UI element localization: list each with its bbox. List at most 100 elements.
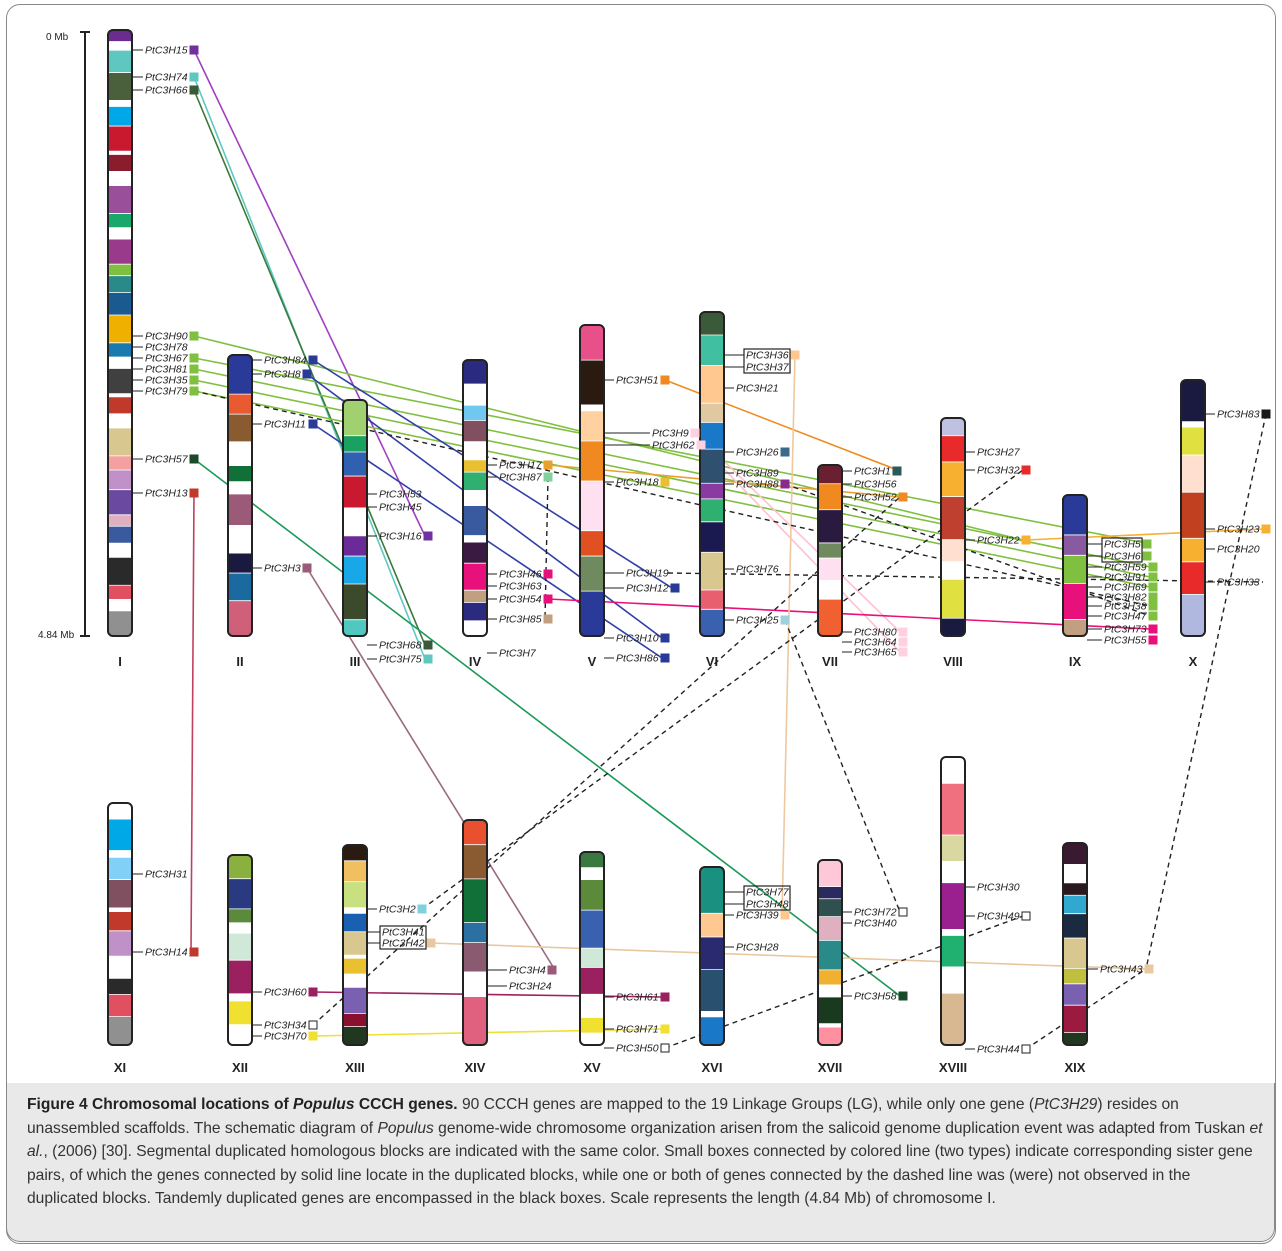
chromosome-outline <box>940 417 966 637</box>
chromosome-band <box>941 435 965 463</box>
chromosome-band <box>463 922 487 943</box>
chromosome-band <box>108 50 132 73</box>
chromosome-band <box>580 879 604 911</box>
gene-marker <box>426 938 436 948</box>
gene-marker <box>696 440 706 450</box>
gene-ptc3h84: PtC3H84 <box>252 355 318 367</box>
gene-marker <box>189 353 199 363</box>
gene-label: PtC3H54 <box>499 594 542 606</box>
gene-label: PtC3H1 <box>854 466 891 478</box>
gene-ptc3h27: PtC3H27 <box>965 447 1021 459</box>
gene-ptc3h4: PtC3H4 <box>487 965 557 977</box>
gene-label: PtC3H17 <box>499 460 543 472</box>
gene-label: PtC3H38 <box>1104 601 1147 613</box>
gene-ptc3h83: PtC3H83 <box>1205 409 1271 421</box>
chromosome-bands <box>228 355 252 636</box>
gene-marker <box>543 460 553 470</box>
gene-ptc3h53: PtC3H53 <box>367 489 422 501</box>
chromosome-band <box>818 509 842 544</box>
gene-ptc3h24: PtC3H24 <box>487 981 552 993</box>
gene-label: PtC3H56 <box>854 479 897 491</box>
gene-label: PtC3H51 <box>616 375 659 387</box>
gene-marker <box>898 991 908 1001</box>
chromosome-band <box>108 557 132 586</box>
gene-label: PtC3H10 <box>616 633 659 645</box>
chromosome-band <box>228 525 252 554</box>
chromosome-band <box>941 418 965 437</box>
gene-marker <box>308 419 318 429</box>
gene-marker <box>189 85 199 95</box>
gene-ptc3h78: PtC3H78 <box>132 342 188 354</box>
chromosome-band <box>108 342 132 358</box>
chromosome-band <box>580 967 604 995</box>
chromosome-band <box>580 360 604 406</box>
chromosome-i: I <box>107 29 133 669</box>
chromosome-band <box>700 1016 724 1045</box>
gene-label: PtC3H7 <box>499 648 537 660</box>
gene-ptc3h85: PtC3H85 <box>487 614 553 626</box>
chromosome-outline <box>1062 494 1088 637</box>
gene-label: PtC3H55 <box>1104 635 1147 647</box>
chromosome-band <box>580 1033 604 1045</box>
gene-label: PtC3H74 <box>145 72 188 84</box>
chromosome-band <box>108 239 132 265</box>
gene-label: PtC3H64 <box>854 637 897 649</box>
gene-ptc3h18: PtC3H18 <box>604 477 670 489</box>
chromosome-outline <box>579 324 605 637</box>
gene-ptc3h40: PtC3H40 <box>842 918 897 930</box>
chromosome-band <box>228 465 252 482</box>
gene-label: PtC3H27 <box>977 447 1021 459</box>
chromosome-band <box>228 481 252 495</box>
caption-etal: et al. <box>27 1119 1263 1161</box>
gene-marker <box>1261 524 1271 534</box>
chromosome-bands <box>818 860 842 1045</box>
gene-ptc3h67: PtC3H67 <box>132 353 199 365</box>
chromosome-band <box>343 619 367 636</box>
gene-ptc3h10: PtC3H10 <box>604 633 670 645</box>
gene-label: PtC3H62 <box>652 440 695 452</box>
chromosome-xviii: XVIII <box>939 756 967 1075</box>
gene-ptc3h52: PtC3H52 <box>842 492 908 504</box>
chromosome-outline <box>940 756 966 1046</box>
gene-label: PtC3H35 <box>145 375 188 387</box>
chromosome-band <box>343 1026 367 1045</box>
chromosome-bands <box>463 360 487 636</box>
gene-label: PtC3H5 <box>1104 539 1141 551</box>
gene-marker <box>780 615 790 625</box>
chromosome-band <box>700 498 724 523</box>
chromosome-v: V <box>579 324 605 669</box>
gene-ptc3h81: PtC3H81 <box>132 364 199 376</box>
chromosome-band <box>463 942 487 973</box>
gene-ptc3h66: PtC3H66 <box>132 85 199 97</box>
gene-label: PtC3H91 <box>1104 572 1147 584</box>
chromosome-band <box>1063 983 1087 1006</box>
gene-marker <box>302 563 312 573</box>
gene-label: PtC3H88 <box>736 479 779 491</box>
gene-label: PtC3H22 <box>977 535 1020 547</box>
gene-label: PtC3H45 <box>379 502 422 514</box>
gene-ptc3h31: PtC3H31 <box>132 869 188 881</box>
chromosome-viii: VIII <box>940 417 966 669</box>
gene-ptc3h64: PtC3H64 <box>842 637 908 649</box>
gene-ptc3h57: PtC3H57 <box>132 454 199 466</box>
gene-ptc3h46: PtC3H46 <box>487 569 553 581</box>
gene-label: PtC3H89 <box>736 468 779 480</box>
tandem-box <box>1101 537 1143 563</box>
gene-marker <box>1021 911 1031 921</box>
gene-marker <box>1148 562 1158 572</box>
chromosome-band <box>818 483 842 511</box>
chromosome-band <box>108 275 132 293</box>
chromosome-band <box>108 956 132 979</box>
chromosome-band <box>228 922 252 934</box>
gene-ptc3h61: PtC3H61 <box>604 992 670 1004</box>
chromosome-band <box>343 535 367 557</box>
gene-ptc3h77: PtC3H77 <box>724 887 790 899</box>
chromosome-band <box>818 1023 842 1028</box>
chromosome-label: I <box>118 654 122 669</box>
chromosome-band <box>580 410 604 442</box>
chromosome-band <box>108 907 132 912</box>
chromosome-band <box>343 507 367 537</box>
gene-marker <box>660 992 670 1002</box>
gene-ptc3h30: PtC3H30 <box>965 882 1020 894</box>
chromosome-xiv: XIV <box>462 819 488 1075</box>
